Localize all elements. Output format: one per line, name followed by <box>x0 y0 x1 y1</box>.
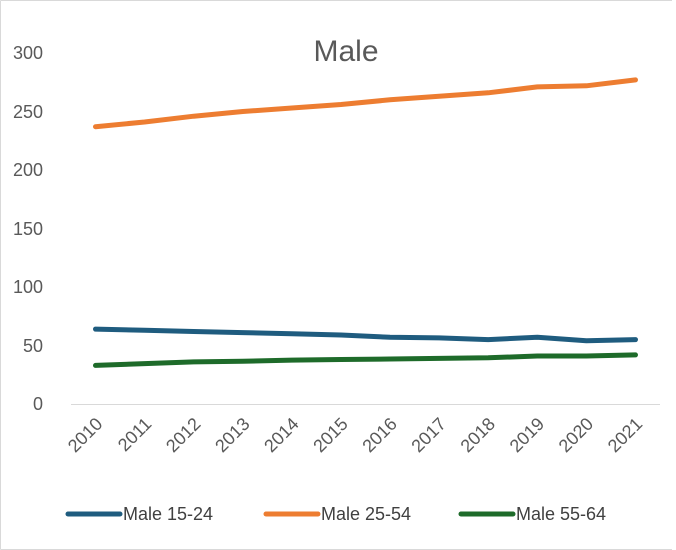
x-tick-label: 2011 <box>114 414 156 456</box>
y-tick-label: 250 <box>13 102 43 122</box>
x-tick-label: 2010 <box>64 414 106 456</box>
y-tick-label: 100 <box>13 277 43 297</box>
x-tick-label: 2015 <box>309 414 351 456</box>
series-line-male-15-24 <box>93 326 638 344</box>
y-tick-label: 150 <box>13 219 43 239</box>
series-line-male-55-64 <box>93 352 638 368</box>
legend-label: Male 15-24 <box>123 504 213 524</box>
x-tick-label: 2016 <box>358 414 400 456</box>
x-tick-label: 2020 <box>555 414 597 456</box>
x-tick-label: 2017 <box>407 414 449 456</box>
x-tick-label: 2013 <box>211 414 253 456</box>
series-line-male-25-54 <box>93 77 638 130</box>
x-axis: 2010 2011 2012 2013 2014 2015 2016 2017 2018 2019… <box>64 414 646 456</box>
y-tick-label: 300 <box>13 43 43 63</box>
x-tick-label: 2021 <box>604 414 646 456</box>
y-tick-label: 0 <box>33 394 43 414</box>
x-tick-label: 2019 <box>506 414 548 456</box>
legend-label: Male 55-64 <box>516 504 606 524</box>
x-tick-label: 2012 <box>162 414 204 456</box>
chart-title: Male <box>313 35 378 68</box>
y-tick-label: 200 <box>13 160 43 180</box>
legend: Male 15-24 Male 25-54 Male 55-64 <box>65 504 606 524</box>
series-lines <box>93 77 638 368</box>
y-tick-label: 50 <box>23 336 43 356</box>
legend-label: Male 25-54 <box>321 504 411 524</box>
x-tick-label: 2014 <box>260 414 302 456</box>
x-tick-label: 2018 <box>457 414 499 456</box>
y-axis: 0 50 100 150 200 250 300 <box>13 43 43 414</box>
